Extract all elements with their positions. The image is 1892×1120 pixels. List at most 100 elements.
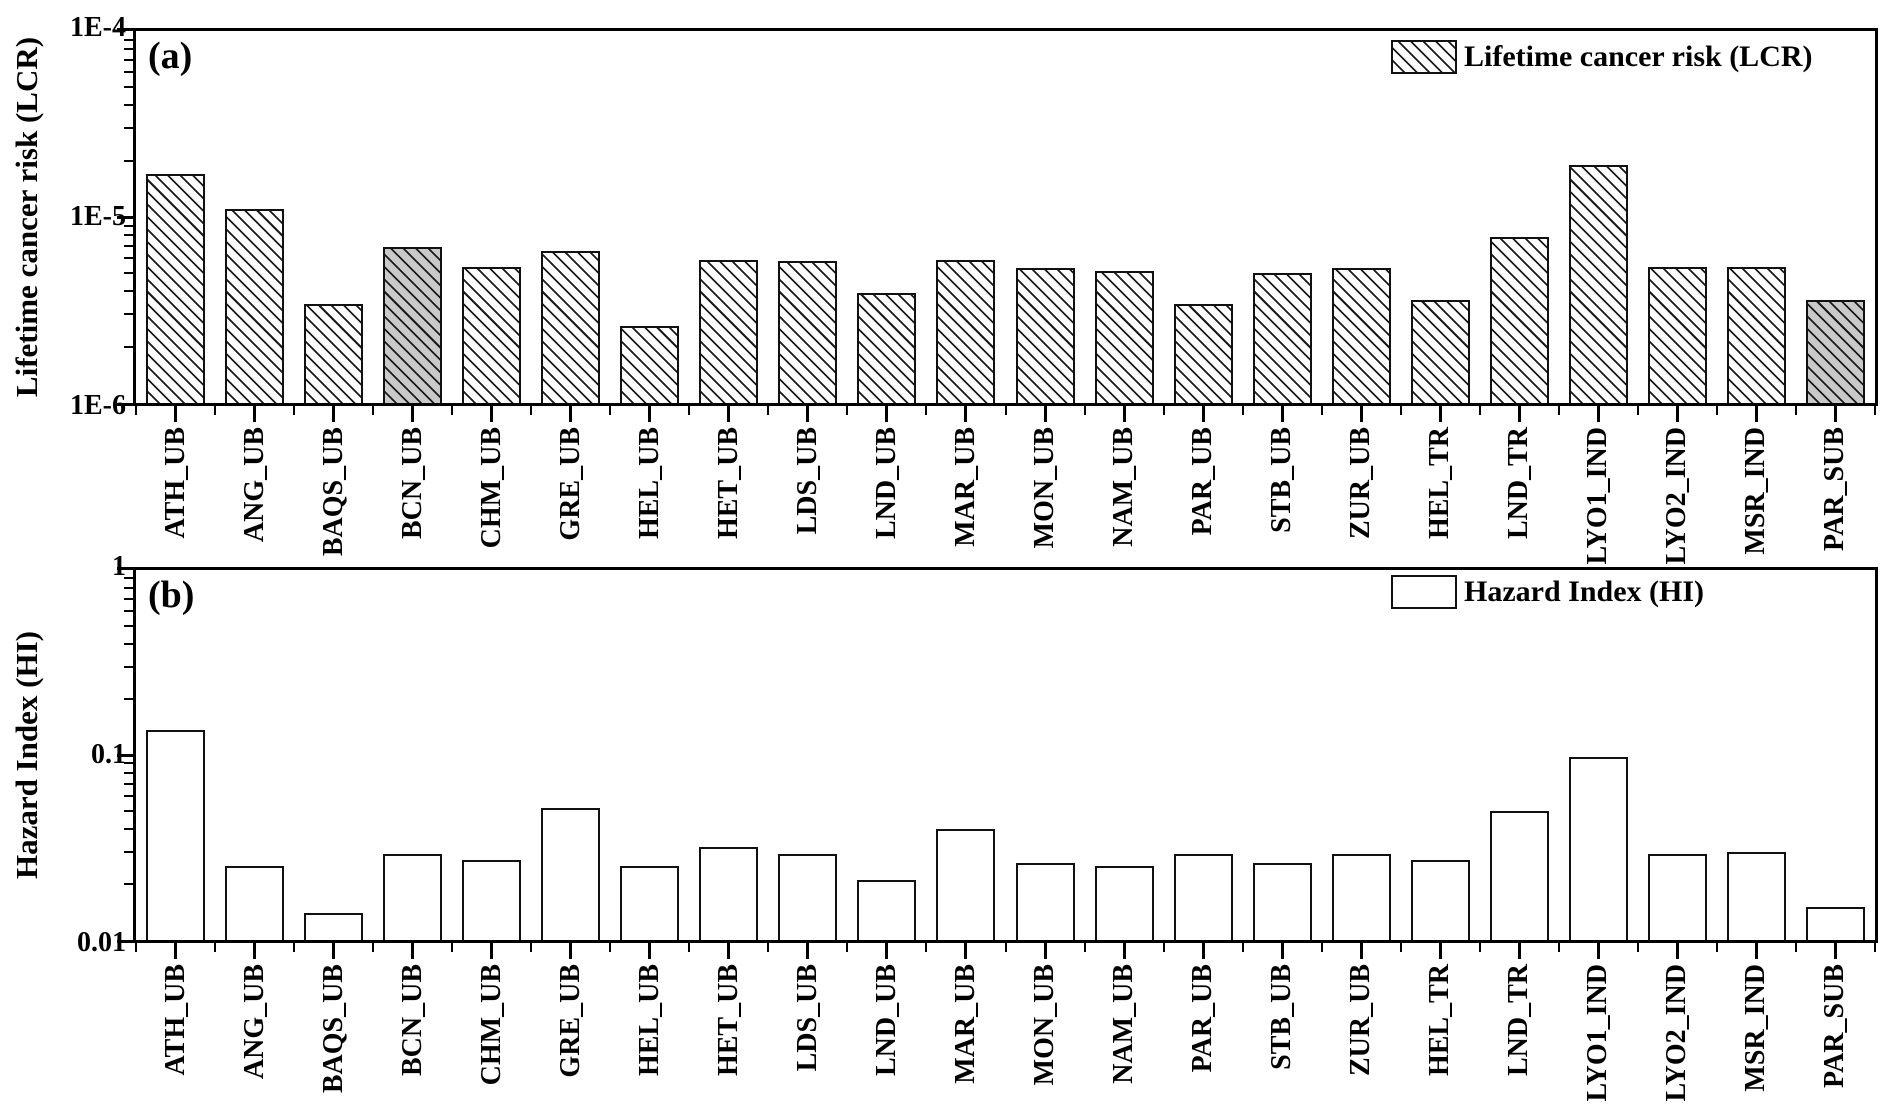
x-major-tick (1359, 406, 1363, 422)
bar-BCN_UB (383, 246, 443, 403)
x-minor-tick (767, 943, 770, 952)
bar-BCN_UB (383, 854, 443, 940)
x-minor-tick (372, 943, 375, 952)
y-minor-tick (124, 257, 133, 260)
x-minor-tick (451, 943, 454, 952)
bar-MON_UB (1015, 863, 1075, 940)
x-tick-label-LDS_UB: LDS_UB (791, 964, 823, 1072)
x-major-tick (1201, 406, 1205, 422)
x-major-tick (1675, 406, 1679, 422)
x-major-tick (174, 406, 178, 422)
x-minor-tick (1636, 943, 1639, 952)
y-major-tick (117, 28, 133, 31)
y-minor-tick (124, 665, 133, 668)
y-minor-tick (124, 234, 133, 237)
panel-letter-b: (b) (148, 574, 195, 616)
x-minor-tick (1794, 406, 1797, 415)
y-minor-tick (124, 771, 133, 774)
x-minor-tick (1874, 406, 1876, 415)
x-minor-tick (451, 406, 454, 415)
x-tick-label-LYO2_IND: LYO2_IND (1661, 427, 1693, 565)
x-tick-label-HEL_UB: HEL_UB (633, 964, 665, 1077)
x-major-tick (964, 943, 968, 959)
x-minor-tick (846, 943, 849, 952)
bar-PAR_SUB (1805, 907, 1865, 940)
x-tick-label-MSR_IND: MSR_IND (1740, 964, 1772, 1092)
bar-PAR_SUB (1805, 299, 1865, 403)
legend-label-hi: Hazard Index (HI) (1464, 575, 1704, 608)
x-tick-label-CHM_UB: CHM_UB (475, 964, 507, 1086)
bar-LYO1_IND (1568, 165, 1628, 403)
bar-STB_UB (1252, 273, 1312, 403)
x-major-tick (174, 943, 178, 959)
y-minor-tick (124, 642, 133, 645)
y-minor-tick (124, 624, 133, 627)
bar-LND_TR (1489, 237, 1549, 403)
bar-ATH_UB (146, 730, 206, 940)
y-tick-label-b-bottom: 0.01 (77, 927, 126, 958)
x-tick-label-LYO1_IND: LYO1_IND (1582, 427, 1614, 565)
y-minor-tick (124, 827, 133, 830)
plot-area-b (133, 567, 1878, 943)
bar-LDS_UB (778, 261, 838, 403)
x-major-tick (1122, 943, 1126, 959)
x-tick-label-ZUR_UB: ZUR_UB (1345, 964, 1377, 1077)
bar-MSR_IND (1726, 266, 1786, 403)
x-major-tick (332, 406, 336, 422)
x-tick-label-MON_UB: MON_UB (1029, 427, 1061, 549)
x-tick-label-PAR_SUB: PAR_SUB (1819, 427, 1851, 551)
x-major-tick (1043, 406, 1047, 422)
x-minor-tick (214, 943, 217, 952)
y-minor-tick (124, 58, 133, 61)
bar-ZUR_UB (1331, 268, 1391, 403)
bar-LND_TR (1489, 810, 1549, 940)
bar-GRE_UB (541, 807, 601, 940)
x-major-tick (648, 943, 652, 959)
x-minor-tick (925, 943, 928, 952)
bar-MAR_UB (936, 259, 996, 403)
y-major-tick (117, 567, 133, 570)
x-tick-label-PAR_UB: PAR_UB (1187, 964, 1219, 1073)
x-tick-label-HEL_UB: HEL_UB (633, 427, 665, 540)
x-tick-label-LND_UB: LND_UB (870, 964, 902, 1077)
y-tick-label-b-mid: 0.1 (91, 739, 126, 770)
x-major-tick (806, 406, 810, 422)
x-minor-tick (1162, 943, 1165, 952)
x-major-tick (885, 943, 889, 959)
x-tick-label-ANG_UB: ANG_UB (238, 427, 270, 543)
bar-LYO2_IND (1647, 854, 1707, 940)
x-minor-tick (1478, 943, 1481, 952)
x-major-tick (253, 943, 257, 959)
x-major-tick (1280, 943, 1284, 959)
x-minor-tick (1557, 406, 1560, 415)
x-tick-label-BCN_UB: BCN_UB (396, 427, 428, 540)
bar-MAR_UB (936, 828, 996, 940)
y-minor-tick (124, 346, 133, 348)
x-tick-label-HEL_TR: HEL_TR (1424, 964, 1456, 1077)
x-major-tick (1754, 943, 1758, 959)
x-major-tick (1122, 406, 1126, 422)
x-major-tick (253, 406, 257, 422)
bar-ANG_UB (225, 866, 285, 940)
y-minor-tick (124, 160, 133, 162)
x-tick-label-HET_UB: HET_UB (712, 427, 744, 540)
x-minor-tick (1715, 943, 1718, 952)
y-minor-tick (124, 85, 133, 88)
x-major-tick (1043, 943, 1047, 959)
y-tick-label-a-top: 1E-4 (70, 12, 126, 43)
x-major-tick (1833, 406, 1837, 422)
x-tick-label-ATH_UB: ATH_UB (159, 964, 191, 1076)
x-tick-label-GRE_UB: GRE_UB (554, 964, 586, 1078)
x-major-tick (727, 943, 731, 959)
x-minor-tick (1399, 406, 1402, 415)
x-major-tick (1675, 943, 1679, 959)
x-minor-tick (1004, 406, 1007, 415)
bar-HEL_UB (620, 866, 680, 940)
bar-PAR_UB (1173, 854, 1233, 940)
y-minor-tick (124, 313, 133, 316)
y-minor-tick (124, 577, 133, 580)
x-tick-label-HEL_TR: HEL_TR (1424, 427, 1456, 540)
bar-CHM_UB (462, 860, 522, 940)
y-minor-tick (124, 883, 133, 886)
x-minor-tick (530, 406, 533, 415)
